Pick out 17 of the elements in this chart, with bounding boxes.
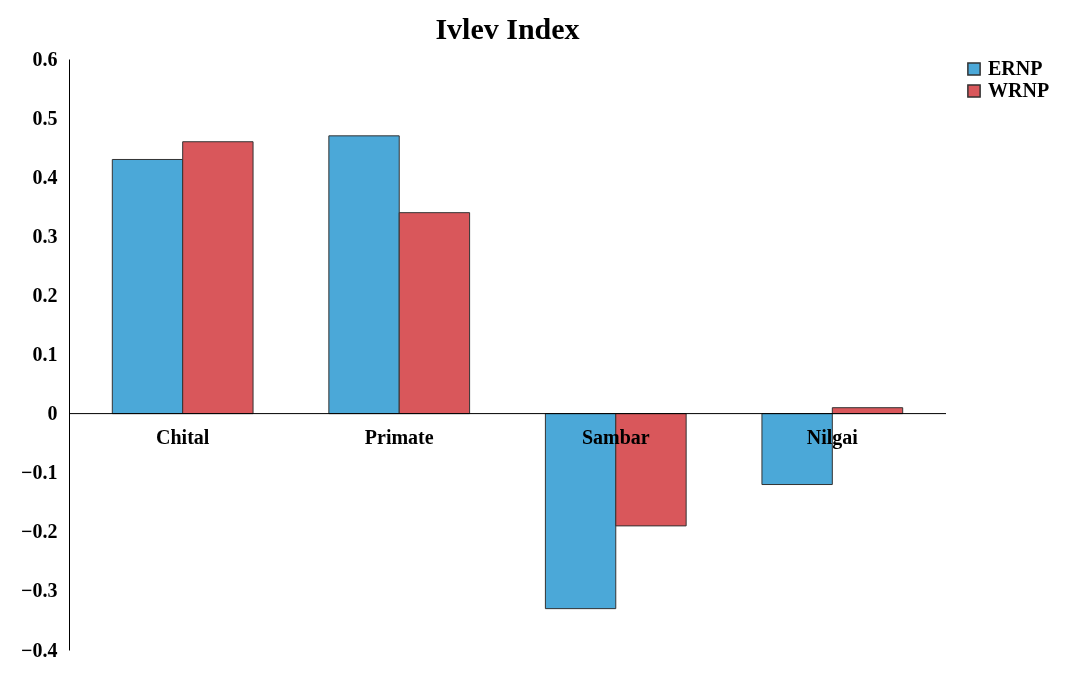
legend-label: WRNP	[988, 79, 1050, 101]
y-tick-label: −0.3	[21, 579, 58, 602]
x-tick-label: Chital	[156, 425, 210, 448]
y-tick-label: −0.1	[21, 461, 58, 484]
y-tick-label: 0.5	[32, 106, 58, 129]
y-tick-label: 0.3	[32, 224, 58, 247]
y-tick-label: 0.2	[32, 283, 58, 306]
y-tick-label: 0.6	[32, 47, 58, 70]
y-tick-label: 0	[47, 402, 58, 425]
legend-label: ERNP	[988, 57, 1043, 79]
y-tick-label: 0.4	[32, 165, 58, 188]
y-tick-label: 0.1	[32, 343, 58, 365]
y-tick-label: −0.2	[21, 520, 58, 543]
chart-title: Ivlev Index	[435, 12, 580, 45]
y-tick-label: −0.4	[21, 638, 58, 661]
x-tick-label: Primate	[364, 425, 434, 448]
x-tick-label: Nilgai	[806, 425, 859, 449]
